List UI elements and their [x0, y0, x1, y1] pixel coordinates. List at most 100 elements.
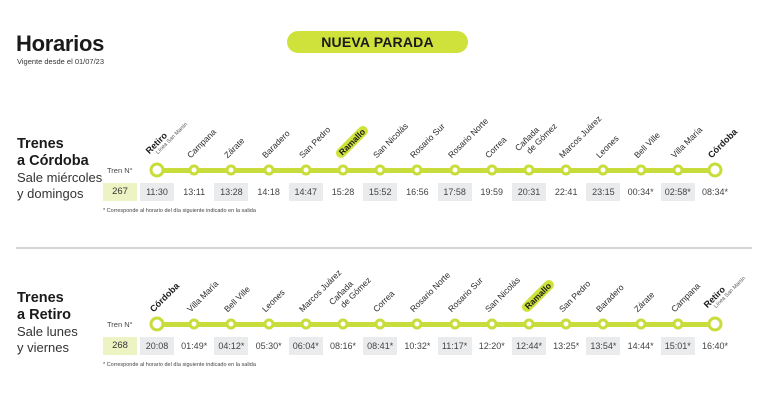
station-node: [300, 318, 312, 330]
departure-time: 23:15: [586, 183, 621, 201]
station-node: [188, 164, 200, 176]
departure-time: 05:30*: [255, 341, 282, 351]
departure-time: 02:58*: [660, 183, 695, 201]
station-label: Campana: [185, 126, 219, 160]
departure-time: 00:34*: [627, 187, 654, 197]
station-name: Correa: [483, 135, 508, 160]
station-node: [486, 164, 498, 176]
station-node: [149, 162, 165, 178]
departure-time: 16:40*: [701, 341, 729, 351]
station-label: San Pedro: [557, 278, 593, 314]
station-name: Retiro Línea San Martín: [702, 269, 747, 314]
station-node: [635, 164, 647, 176]
footnote: * Corresponde al horario del día siguien…: [103, 208, 256, 214]
station-node: [337, 318, 349, 330]
departure-time: 14:44*: [627, 341, 654, 351]
station-name: Campana: [669, 281, 702, 314]
station-label: Baradero: [594, 282, 627, 314]
station-label: Córdoba: [705, 126, 740, 160]
station-node: [263, 164, 275, 176]
train-number: 268: [103, 337, 137, 355]
departure-time: 20:08: [140, 337, 174, 355]
departure-time: 19:59: [480, 187, 504, 197]
station-node: [707, 316, 723, 332]
station-node: [225, 318, 237, 330]
station-label: Correa: [482, 134, 509, 160]
station-label: Leones: [259, 287, 287, 314]
station-name: San Pedro: [557, 279, 592, 314]
station-node: [374, 164, 386, 176]
departure-time: 16:56: [406, 187, 429, 197]
station-node: [597, 318, 609, 330]
departure-time: 06:04*: [288, 337, 323, 355]
station-name: Zárate: [632, 290, 656, 314]
station-node: [225, 164, 237, 176]
departure-time: 11:30: [140, 183, 174, 201]
station-node: [300, 164, 312, 176]
departure-time: 13:54*: [586, 337, 621, 355]
station-name: San Nicolás: [483, 275, 522, 314]
train-number: 267: [103, 183, 137, 201]
station-name: Baradero: [260, 128, 292, 160]
departure-time: 13:11: [183, 187, 206, 197]
station-label: Rosario Sur: [445, 275, 485, 314]
station-name: Bell Ville: [632, 130, 662, 160]
station-name: Bell Ville: [222, 284, 252, 314]
station-name: Ramallo: [519, 277, 557, 314]
departure-time: 10:32*: [404, 341, 431, 351]
section-divider: [16, 247, 752, 249]
station-label: Zárate: [631, 289, 656, 314]
station-node: [337, 164, 349, 176]
station-node: [374, 318, 386, 330]
new-stop-badge: NUEVA PARADA: [287, 31, 468, 53]
station-label: Bell Ville: [631, 129, 662, 160]
schedule-to-retiro: Trenes a Retiro Sale lunes y viernes Tre…: [0, 0, 768, 368]
station-name: Leones: [260, 287, 287, 314]
station-label: Leones: [594, 133, 622, 160]
section-days-line2: y viernes: [17, 340, 70, 355]
station-name: Correa: [371, 289, 396, 314]
departure-time: 13:25*: [553, 341, 580, 351]
departure-time: 04:12*: [214, 337, 249, 355]
station-node: [560, 164, 572, 176]
station-node: [523, 318, 535, 330]
station-node: [672, 164, 684, 176]
station-node: [707, 162, 723, 178]
station-label: Baradero: [259, 128, 292, 160]
departure-time: 20:31: [512, 183, 546, 201]
station-label: Zárate: [222, 135, 247, 160]
station-node: [449, 318, 461, 330]
section-days-line1: Sale miércoles: [17, 170, 103, 185]
station-label: Campana: [668, 280, 702, 314]
departure-time: 14:47: [288, 183, 323, 201]
station-node: [560, 318, 572, 330]
departure-time: 12:44*: [512, 337, 546, 355]
departure-time: 08:16*: [329, 341, 357, 351]
departure-time: 12:20*: [478, 341, 505, 351]
station-label: Ramallo: [336, 126, 368, 158]
departure-time: 08:34*: [701, 187, 729, 197]
station-label: Bell Ville: [222, 283, 253, 314]
departure-time: 22:41: [554, 187, 578, 197]
station-node: [523, 164, 535, 176]
station-node: [672, 318, 684, 330]
station-label: San Nicolás: [482, 274, 522, 314]
departure-time: 13:28: [214, 183, 249, 201]
section-title-line1: Trenes: [17, 290, 64, 306]
page-title: Horarios: [16, 31, 105, 56]
station-label: Correa: [371, 288, 397, 314]
departure-time: 17:58: [437, 183, 472, 201]
station-name: Rosario Sur: [446, 275, 485, 314]
station-name: Villa María: [185, 279, 220, 314]
station-node: [411, 164, 423, 176]
station-name: Córdoba: [148, 281, 181, 314]
section-days-line2: y domingos: [17, 186, 84, 201]
departure-time: 15:01*: [660, 337, 695, 355]
station-label: Villa María: [185, 278, 221, 314]
train-number-label: Tren N°: [107, 166, 133, 175]
section-title-line1: Trenes: [17, 136, 64, 152]
station-name: Baradero: [594, 282, 626, 314]
station-name: Córdoba: [706, 127, 739, 160]
station-name: Leones: [594, 133, 621, 160]
station-name: Zárate: [222, 136, 246, 160]
